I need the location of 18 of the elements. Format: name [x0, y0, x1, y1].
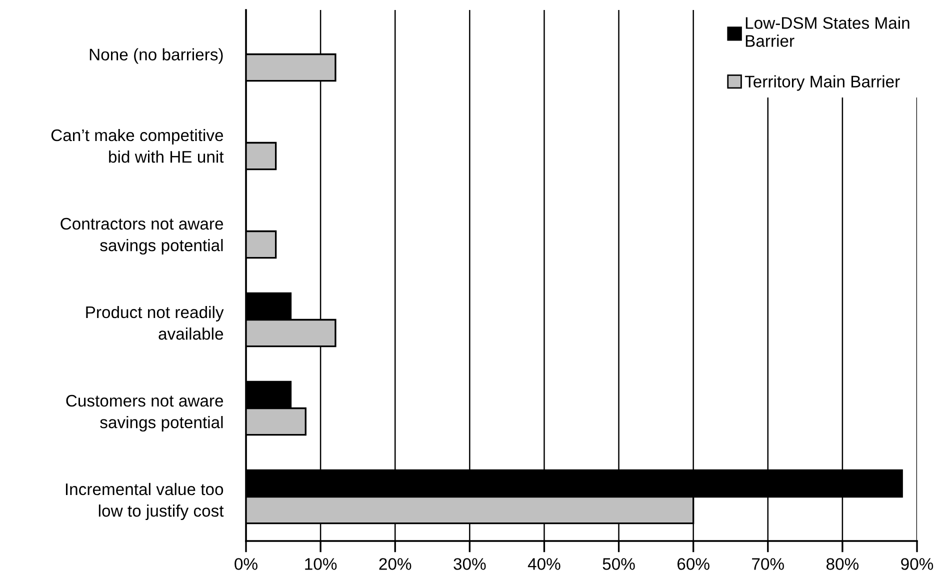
y-tick-label: Incremental value too low to justify cost: [66, 482, 224, 520]
y-tick-label: Contractors not aware savings potential: [60, 218, 224, 255]
x-tick-label: 90%: [901, 558, 934, 570]
x-tick-label: 70%: [752, 558, 784, 570]
x-tick-label: 20%: [379, 558, 412, 570]
legend-label: Territory Main Barrier: [744, 75, 900, 91]
x-tick-label: 50%: [602, 558, 635, 570]
x-tick-label: 40%: [528, 558, 560, 570]
y-tick-label: None (no barriers): [90, 48, 223, 64]
x-tick-label: 80%: [826, 558, 859, 570]
x-tick-label: 30%: [454, 558, 486, 570]
x-tick-label: 60%: [678, 558, 710, 570]
y-tick-label: Can’t make competitive bid with HE unit: [51, 128, 224, 163]
x-tick-label: 10%: [305, 558, 337, 570]
y-tick-label: Customers not aware savings potential: [66, 394, 224, 432]
x-tick-label: 0%: [234, 558, 258, 570]
legend-label: Low-DSM States Main Barrier: [746, 16, 910, 47]
y-tick-label: Product not readily available: [86, 306, 224, 340]
